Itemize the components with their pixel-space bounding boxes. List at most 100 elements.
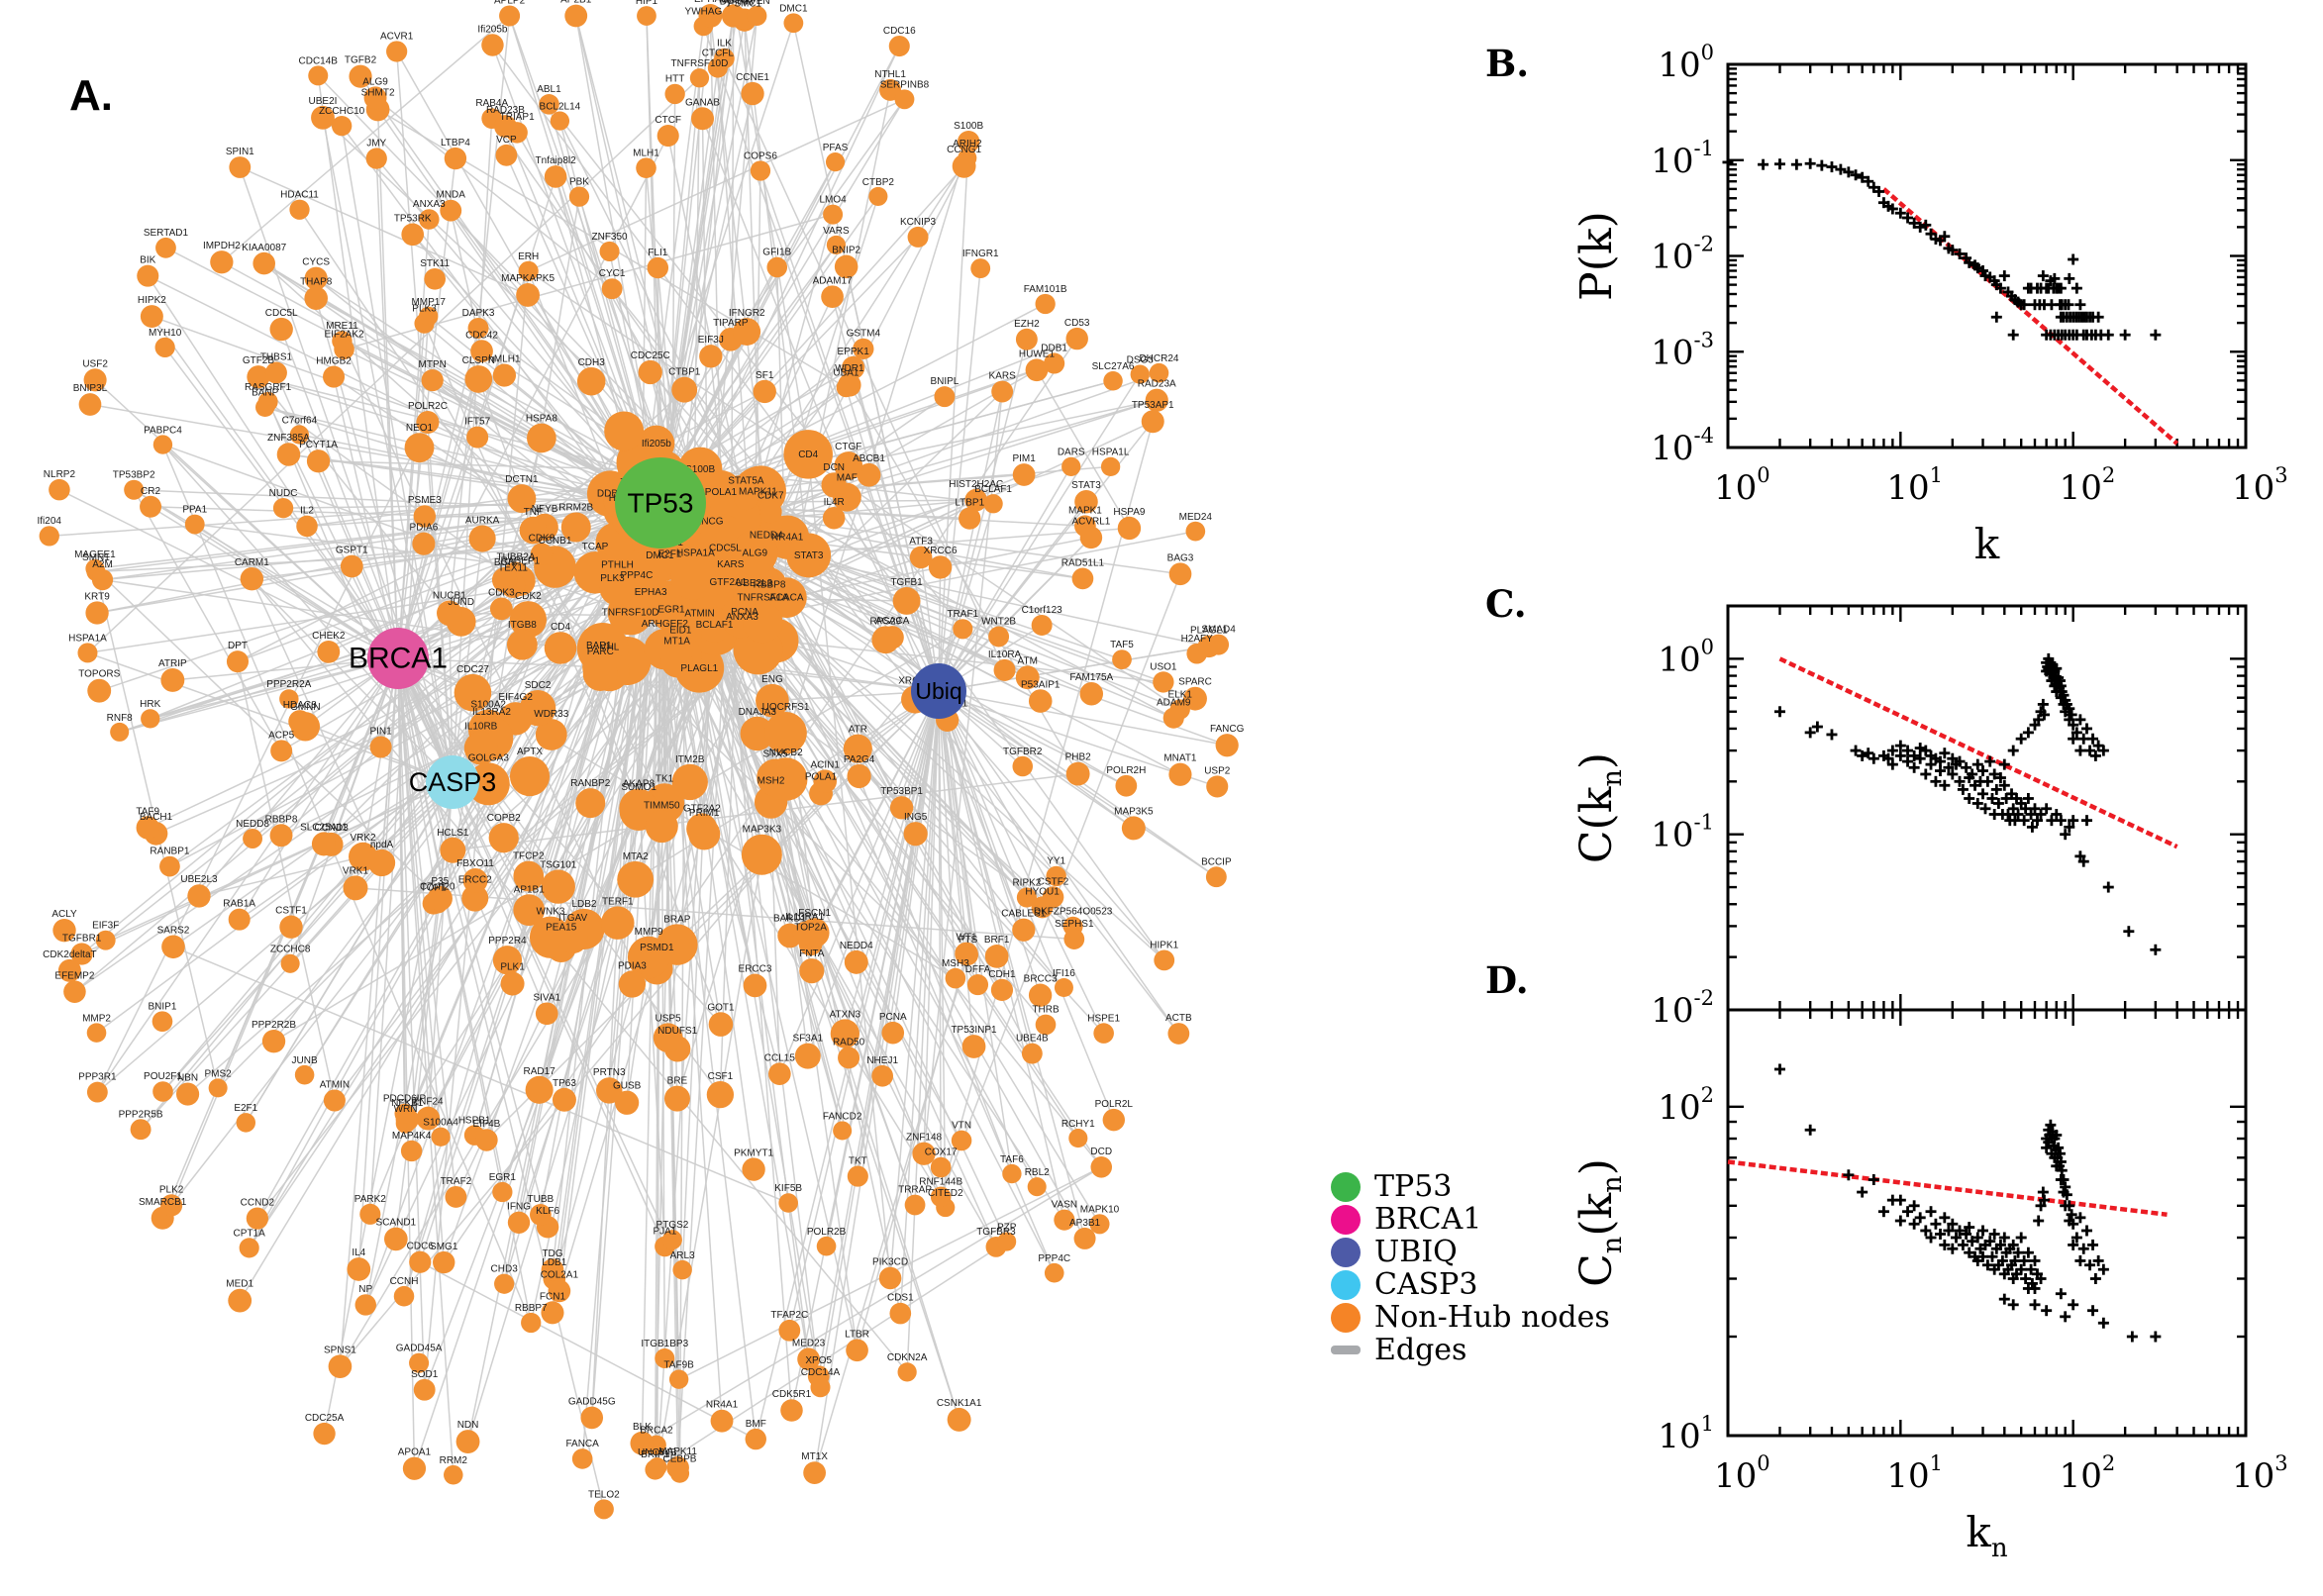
gene-node — [647, 256, 669, 279]
edge — [611, 577, 997, 1247]
edge — [339, 657, 399, 1367]
plot-frame — [1726, 1008, 2248, 1438]
gene-node — [489, 597, 513, 621]
edge — [147, 275, 399, 659]
edge — [151, 316, 399, 659]
gene-node — [440, 199, 462, 222]
gene-node — [1074, 490, 1098, 514]
gene-node — [823, 204, 844, 225]
edge — [709, 15, 722, 492]
gene-node — [269, 317, 293, 342]
edge — [807, 453, 891, 1279]
axis-tick-label: 102 — [2060, 463, 2116, 508]
gene-node — [953, 619, 973, 640]
gene-node — [247, 365, 270, 389]
edge — [397, 657, 439, 903]
gene-node — [656, 125, 679, 148]
legend-item-label: BRCA1 — [1374, 1202, 1482, 1237]
edge — [119, 657, 399, 734]
gene-node — [664, 83, 685, 105]
fit-line — [1727, 1159, 2168, 1217]
gene-node — [255, 397, 275, 418]
gene-node — [636, 157, 656, 178]
gene-node — [52, 918, 76, 943]
edge — [249, 670, 611, 1248]
gene-node — [868, 186, 888, 206]
legend-node-swatch — [1331, 1237, 1361, 1267]
gene-node — [871, 1064, 894, 1087]
gene-node — [495, 144, 518, 166]
gene-node — [740, 716, 774, 751]
gene-node — [778, 1319, 801, 1342]
gene-node — [77, 643, 98, 663]
gene-node — [409, 1250, 432, 1273]
gene-node — [741, 81, 764, 106]
gene-node — [912, 1142, 936, 1165]
edge — [374, 97, 613, 290]
edge — [89, 403, 661, 504]
gene-node — [966, 974, 989, 996]
edge — [161, 444, 399, 659]
gene-node — [236, 1113, 256, 1133]
gene-node — [1102, 1108, 1125, 1132]
gene-node — [304, 266, 328, 290]
gene-node — [575, 788, 606, 819]
gene-node — [697, 524, 737, 563]
gene-node — [691, 107, 715, 131]
edge — [397, 530, 534, 659]
panel-c-label: C. — [1485, 582, 1527, 626]
edge — [776, 640, 1163, 683]
axis-title: C(kn) — [1571, 752, 1628, 863]
gene-node — [518, 260, 539, 281]
edge — [239, 166, 529, 296]
gene-node — [240, 567, 264, 591]
gene-node — [991, 380, 1014, 403]
gene-node — [903, 822, 928, 847]
gene-node — [853, 338, 874, 359]
edge — [96, 657, 399, 1093]
axis-tick-label: 102 — [2060, 1451, 2116, 1496]
edge — [558, 120, 767, 537]
edge — [1036, 369, 1131, 529]
gene-node — [416, 410, 440, 435]
gene-node — [780, 1399, 803, 1422]
gene-node — [509, 601, 548, 639]
gene-node — [816, 1236, 837, 1256]
gene-node — [698, 4, 723, 28]
gene-node — [1145, 388, 1168, 412]
gene-node — [509, 755, 551, 797]
axis-tick-label: 100 — [1658, 635, 1714, 679]
gene-node — [492, 946, 523, 975]
edge — [938, 503, 994, 692]
edge — [81, 781, 454, 955]
gene-node — [672, 1259, 692, 1280]
gene-node — [246, 1207, 268, 1230]
edge — [659, 15, 758, 504]
edge — [133, 489, 399, 659]
gene-node — [983, 494, 1003, 514]
gene-node — [269, 824, 293, 848]
legend-node-swatch — [1331, 1302, 1361, 1333]
legend-item-label: TP53 — [1374, 1169, 1453, 1204]
legend-item: TP53 — [1331, 1169, 1610, 1204]
gene-node — [1028, 689, 1053, 713]
gene-node — [552, 1087, 576, 1112]
gene-node — [1100, 456, 1121, 477]
edge — [946, 720, 979, 985]
gene-node — [897, 1362, 917, 1382]
gene-node — [1054, 977, 1073, 998]
gene-node — [904, 1194, 926, 1216]
gene-node — [1016, 887, 1037, 908]
edge — [940, 421, 1154, 1198]
gene-node — [889, 796, 914, 820]
gene-node — [1027, 1177, 1047, 1197]
gene-node — [39, 526, 59, 547]
gene-node — [1117, 516, 1142, 541]
gene-node — [843, 734, 872, 763]
gene-node — [187, 884, 211, 908]
gene-node — [1002, 1163, 1022, 1184]
edge — [161, 502, 661, 1092]
gene-node — [743, 973, 767, 998]
